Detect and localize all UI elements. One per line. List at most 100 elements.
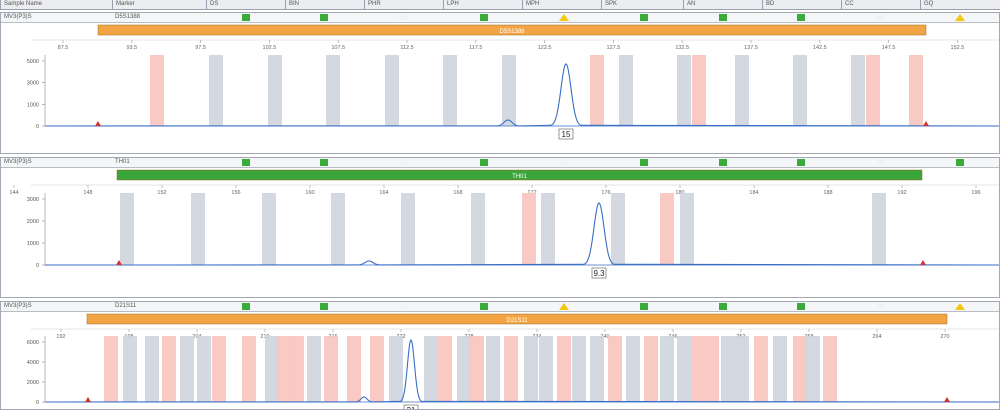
quality-flag-green[interactable]	[242, 14, 250, 21]
allele-bin[interactable]	[401, 193, 415, 265]
electropherogram-panel[interactable]: MV3(P3)SD21S11D21S1119219820421021622222…	[0, 301, 1000, 410]
header-col-an[interactable]: AN	[683, 0, 762, 9]
virtual-bin[interactable]	[644, 336, 658, 402]
quality-flag-green[interactable]	[719, 14, 727, 21]
quality-flag-green[interactable]	[320, 303, 328, 310]
allele-bin[interactable]	[268, 55, 282, 126]
marker-range-band[interactable]	[116, 169, 923, 181]
allele-bin[interactable]	[180, 336, 194, 402]
quality-flag-green[interactable]	[797, 159, 805, 166]
header-col-ds[interactable]: DS	[206, 0, 285, 9]
allele-bin[interactable]	[197, 336, 211, 402]
allele-bin[interactable]	[457, 336, 471, 402]
quality-flag-yellow[interactable]	[559, 14, 569, 21]
quality-flag-green[interactable]	[640, 14, 648, 21]
virtual-bin[interactable]	[754, 336, 768, 402]
allele-bin[interactable]	[443, 55, 457, 126]
allele-bin[interactable]	[502, 55, 516, 126]
allele-bin[interactable]	[572, 336, 586, 402]
electropherogram-plot[interactable]: D21S111921982042102162222282342402462522…	[1, 302, 1000, 409]
electropherogram-plot[interactable]: D5S1388 87.5 93.5 97.5 102.5 107.5 112.5 117.5 1…	[1, 13, 1000, 153]
virtual-bin[interactable]	[793, 336, 807, 402]
allele-bin[interactable]	[262, 193, 276, 265]
allele-bin[interactable]	[872, 193, 886, 265]
allele-bin[interactable]	[389, 336, 403, 402]
virtual-bin[interactable]	[866, 55, 880, 126]
virtual-bin[interactable]	[242, 336, 256, 402]
allele-bin[interactable]	[677, 336, 691, 402]
marker-range-band[interactable]	[86, 313, 948, 325]
electropherogram-plot[interactable]: TH01144148152156160164168172176180184188…	[1, 158, 1000, 297]
quality-flag-blank[interactable]	[399, 304, 407, 309]
allele-bin[interactable]	[735, 55, 749, 126]
header-col-phr[interactable]: PHR	[364, 0, 443, 9]
virtual-bin[interactable]	[150, 55, 164, 126]
quality-flag-green[interactable]	[242, 303, 250, 310]
allele-bin[interactable]	[677, 55, 691, 126]
header-col-bd[interactable]: BD	[762, 0, 841, 9]
quality-flag-blank[interactable]	[399, 15, 407, 20]
quality-flag-yellow[interactable]	[955, 14, 965, 21]
quality-flag-green[interactable]	[797, 303, 805, 310]
allele-call-box[interactable]	[558, 128, 574, 140]
quality-flag-blank[interactable]	[560, 160, 568, 165]
quality-flag-green[interactable]	[640, 303, 648, 310]
marker-range-band[interactable]	[97, 24, 927, 36]
quality-flag-green[interactable]	[797, 14, 805, 21]
allele-bin[interactable]	[626, 336, 640, 402]
electropherogram-panel[interactable]: MV3(P3)STH01TH01144148152156160164168172…	[0, 157, 1000, 298]
virtual-bin[interactable]	[504, 336, 518, 402]
virtual-bin[interactable]	[705, 336, 719, 402]
allele-bin[interactable]	[123, 336, 137, 402]
quality-flag-blank[interactable]	[877, 304, 885, 309]
quality-flag-yellow[interactable]	[559, 303, 569, 310]
quality-flag-green[interactable]	[320, 159, 328, 166]
allele-bin[interactable]	[539, 336, 553, 402]
virtual-bin[interactable]	[104, 336, 118, 402]
virtual-bin[interactable]	[470, 336, 484, 402]
quality-flag-green[interactable]	[719, 303, 727, 310]
allele-bin[interactable]	[660, 336, 674, 402]
virtual-bin[interactable]	[522, 193, 536, 265]
allele-bin[interactable]	[326, 55, 340, 126]
allele-bin[interactable]	[307, 336, 321, 402]
header-col-cc[interactable]: CC	[841, 0, 920, 9]
virtual-bin[interactable]	[909, 55, 923, 126]
header-col-marker[interactable]: Marker	[112, 0, 206, 9]
header-col-bin[interactable]: BIN	[285, 0, 364, 9]
header-col-lph[interactable]: LPH	[443, 0, 522, 9]
virtual-bin[interactable]	[608, 336, 622, 402]
signal-trace[interactable]	[44, 339, 1000, 403]
quality-flag-green[interactable]	[480, 14, 488, 21]
virtual-bin[interactable]	[162, 336, 176, 402]
virtual-bin[interactable]	[324, 336, 338, 402]
virtual-bin[interactable]	[692, 55, 706, 126]
allele-bin[interactable]	[806, 336, 820, 402]
virtual-bin[interactable]	[347, 336, 361, 402]
allele-bin[interactable]	[721, 336, 735, 402]
allele-bin[interactable]	[524, 336, 538, 402]
allele-bin[interactable]	[793, 55, 807, 126]
header-col-spk[interactable]: SPK	[601, 0, 683, 9]
allele-bin[interactable]	[331, 193, 345, 265]
allele-bin[interactable]	[145, 336, 159, 402]
signal-trace[interactable]	[44, 202, 1000, 266]
quality-flag-green[interactable]	[640, 159, 648, 166]
allele-bin[interactable]	[851, 55, 865, 126]
quality-flag-green[interactable]	[242, 159, 250, 166]
quality-flag-green[interactable]	[480, 303, 488, 310]
virtual-bin[interactable]	[290, 336, 304, 402]
header-col-mph[interactable]: MPH	[522, 0, 601, 9]
allele-bin[interactable]	[611, 193, 625, 265]
allele-bin[interactable]	[680, 193, 694, 265]
electropherogram-panel[interactable]: MV3(P3)S D5S1388 D5S1388 87.5 93.5 97.5 102.5 1…	[0, 12, 1000, 154]
signal-trace[interactable]	[44, 63, 1000, 127]
allele-bin[interactable]	[735, 336, 749, 402]
virtual-bin[interactable]	[277, 336, 291, 402]
allele-bin[interactable]	[265, 336, 279, 402]
quality-flag-blank[interactable]	[877, 15, 885, 20]
virtual-bin[interactable]	[557, 336, 571, 402]
virtual-bin[interactable]	[823, 336, 837, 402]
virtual-bin[interactable]	[691, 336, 705, 402]
header-col-sample-name[interactable]: Sample Name	[0, 0, 112, 9]
